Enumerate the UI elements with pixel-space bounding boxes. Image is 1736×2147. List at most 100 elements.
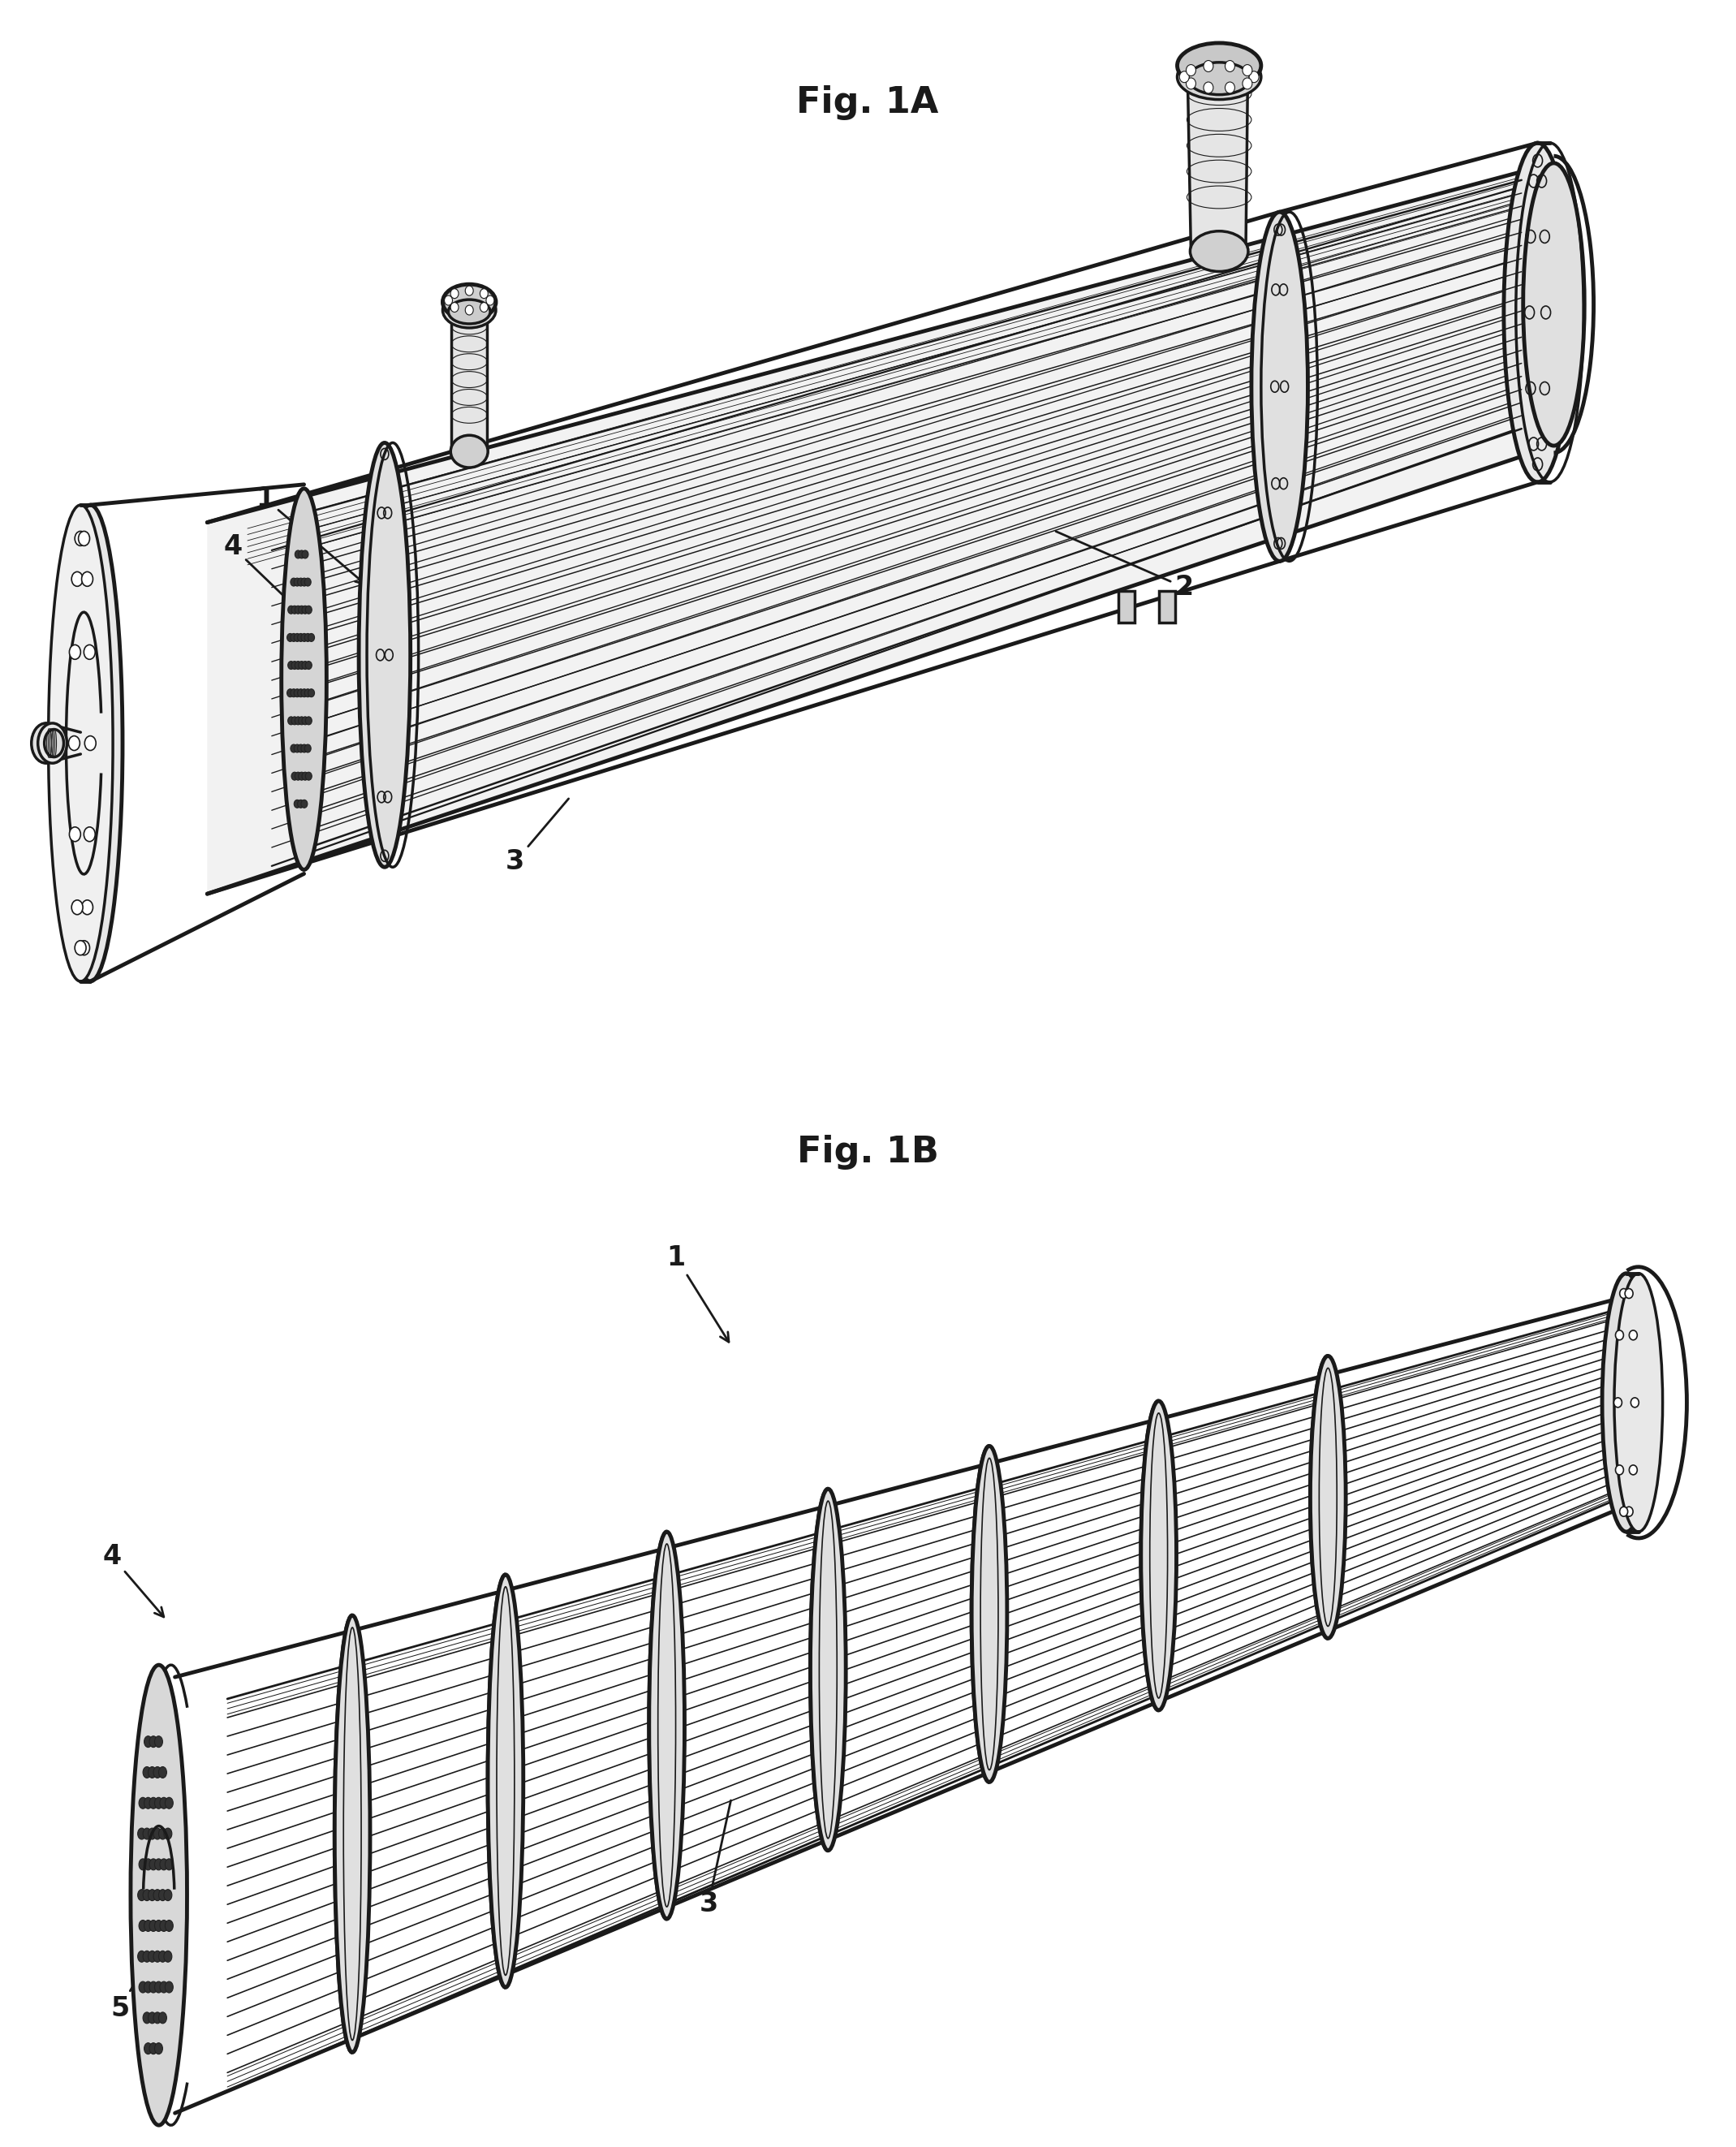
Ellipse shape bbox=[1191, 232, 1248, 271]
Ellipse shape bbox=[149, 1797, 158, 1808]
Ellipse shape bbox=[302, 661, 309, 670]
Ellipse shape bbox=[78, 940, 90, 955]
Ellipse shape bbox=[148, 1767, 156, 1778]
Ellipse shape bbox=[972, 1445, 1007, 1782]
Ellipse shape bbox=[300, 689, 307, 698]
Ellipse shape bbox=[149, 2042, 158, 2055]
Ellipse shape bbox=[148, 1827, 156, 1840]
Ellipse shape bbox=[1243, 64, 1252, 75]
Ellipse shape bbox=[139, 1797, 148, 1808]
Ellipse shape bbox=[281, 490, 326, 870]
Ellipse shape bbox=[142, 1889, 151, 1900]
Ellipse shape bbox=[142, 2012, 151, 2022]
Ellipse shape bbox=[302, 550, 309, 558]
Ellipse shape bbox=[1503, 144, 1571, 483]
Ellipse shape bbox=[443, 283, 496, 320]
Ellipse shape bbox=[288, 605, 295, 614]
Text: 4: 4 bbox=[102, 1544, 163, 1617]
Ellipse shape bbox=[158, 1952, 167, 1962]
Ellipse shape bbox=[160, 1797, 168, 1808]
Ellipse shape bbox=[299, 550, 306, 558]
Ellipse shape bbox=[165, 1982, 174, 1992]
Ellipse shape bbox=[163, 1952, 172, 1962]
Ellipse shape bbox=[1630, 1398, 1639, 1408]
Ellipse shape bbox=[304, 633, 311, 642]
Ellipse shape bbox=[302, 717, 309, 726]
Ellipse shape bbox=[1522, 163, 1585, 447]
Ellipse shape bbox=[290, 578, 297, 586]
Ellipse shape bbox=[293, 689, 300, 698]
Ellipse shape bbox=[158, 2012, 167, 2022]
Ellipse shape bbox=[83, 644, 95, 659]
Ellipse shape bbox=[139, 1859, 148, 1870]
Ellipse shape bbox=[144, 1859, 153, 1870]
Ellipse shape bbox=[165, 1859, 174, 1870]
Text: Fig. 1B: Fig. 1B bbox=[797, 1136, 939, 1170]
Ellipse shape bbox=[155, 1919, 163, 1932]
Ellipse shape bbox=[286, 633, 293, 642]
Ellipse shape bbox=[300, 633, 307, 642]
Ellipse shape bbox=[160, 1982, 168, 1992]
Ellipse shape bbox=[292, 605, 299, 614]
Ellipse shape bbox=[300, 578, 307, 586]
Ellipse shape bbox=[479, 288, 488, 298]
Ellipse shape bbox=[451, 303, 458, 311]
Ellipse shape bbox=[302, 773, 309, 779]
Ellipse shape bbox=[288, 661, 295, 670]
Ellipse shape bbox=[304, 689, 311, 698]
Ellipse shape bbox=[1179, 71, 1189, 82]
Ellipse shape bbox=[290, 745, 297, 751]
Ellipse shape bbox=[299, 605, 306, 614]
Ellipse shape bbox=[486, 296, 495, 305]
Ellipse shape bbox=[83, 827, 95, 842]
Ellipse shape bbox=[307, 689, 314, 698]
Ellipse shape bbox=[142, 1767, 151, 1778]
Text: 2: 2 bbox=[1055, 532, 1194, 601]
Ellipse shape bbox=[155, 1859, 163, 1870]
Ellipse shape bbox=[295, 773, 302, 779]
Ellipse shape bbox=[82, 900, 94, 915]
Ellipse shape bbox=[165, 1919, 174, 1932]
Ellipse shape bbox=[75, 530, 87, 545]
Ellipse shape bbox=[444, 296, 453, 305]
Ellipse shape bbox=[302, 605, 309, 614]
Ellipse shape bbox=[811, 1488, 845, 1851]
Ellipse shape bbox=[295, 661, 302, 670]
Ellipse shape bbox=[295, 550, 302, 558]
Ellipse shape bbox=[148, 1889, 156, 1900]
Ellipse shape bbox=[293, 578, 300, 586]
Ellipse shape bbox=[290, 689, 297, 698]
Ellipse shape bbox=[1186, 77, 1196, 90]
Ellipse shape bbox=[451, 288, 458, 298]
Ellipse shape bbox=[304, 745, 311, 751]
Ellipse shape bbox=[155, 1797, 163, 1808]
Ellipse shape bbox=[299, 773, 306, 779]
Ellipse shape bbox=[1141, 1402, 1177, 1711]
Ellipse shape bbox=[38, 724, 68, 762]
Ellipse shape bbox=[149, 1859, 158, 1870]
Ellipse shape bbox=[69, 644, 80, 659]
Ellipse shape bbox=[649, 1531, 684, 1919]
Text: 1: 1 bbox=[255, 485, 365, 584]
Ellipse shape bbox=[465, 305, 474, 316]
Ellipse shape bbox=[295, 717, 302, 726]
Ellipse shape bbox=[1252, 213, 1307, 560]
Ellipse shape bbox=[68, 736, 80, 751]
Ellipse shape bbox=[1620, 1507, 1628, 1516]
Ellipse shape bbox=[137, 1827, 146, 1840]
Ellipse shape bbox=[307, 633, 314, 642]
Ellipse shape bbox=[1226, 60, 1234, 71]
Ellipse shape bbox=[45, 730, 64, 758]
Ellipse shape bbox=[78, 530, 90, 545]
Polygon shape bbox=[451, 318, 486, 451]
Ellipse shape bbox=[85, 736, 95, 751]
Ellipse shape bbox=[335, 1615, 370, 2053]
Ellipse shape bbox=[75, 940, 87, 955]
Ellipse shape bbox=[149, 1982, 158, 1992]
Ellipse shape bbox=[160, 1859, 168, 1870]
Ellipse shape bbox=[155, 1982, 163, 1992]
Ellipse shape bbox=[1203, 82, 1213, 92]
Ellipse shape bbox=[1625, 1507, 1634, 1516]
Ellipse shape bbox=[359, 442, 410, 867]
Text: 1: 1 bbox=[667, 1243, 729, 1342]
